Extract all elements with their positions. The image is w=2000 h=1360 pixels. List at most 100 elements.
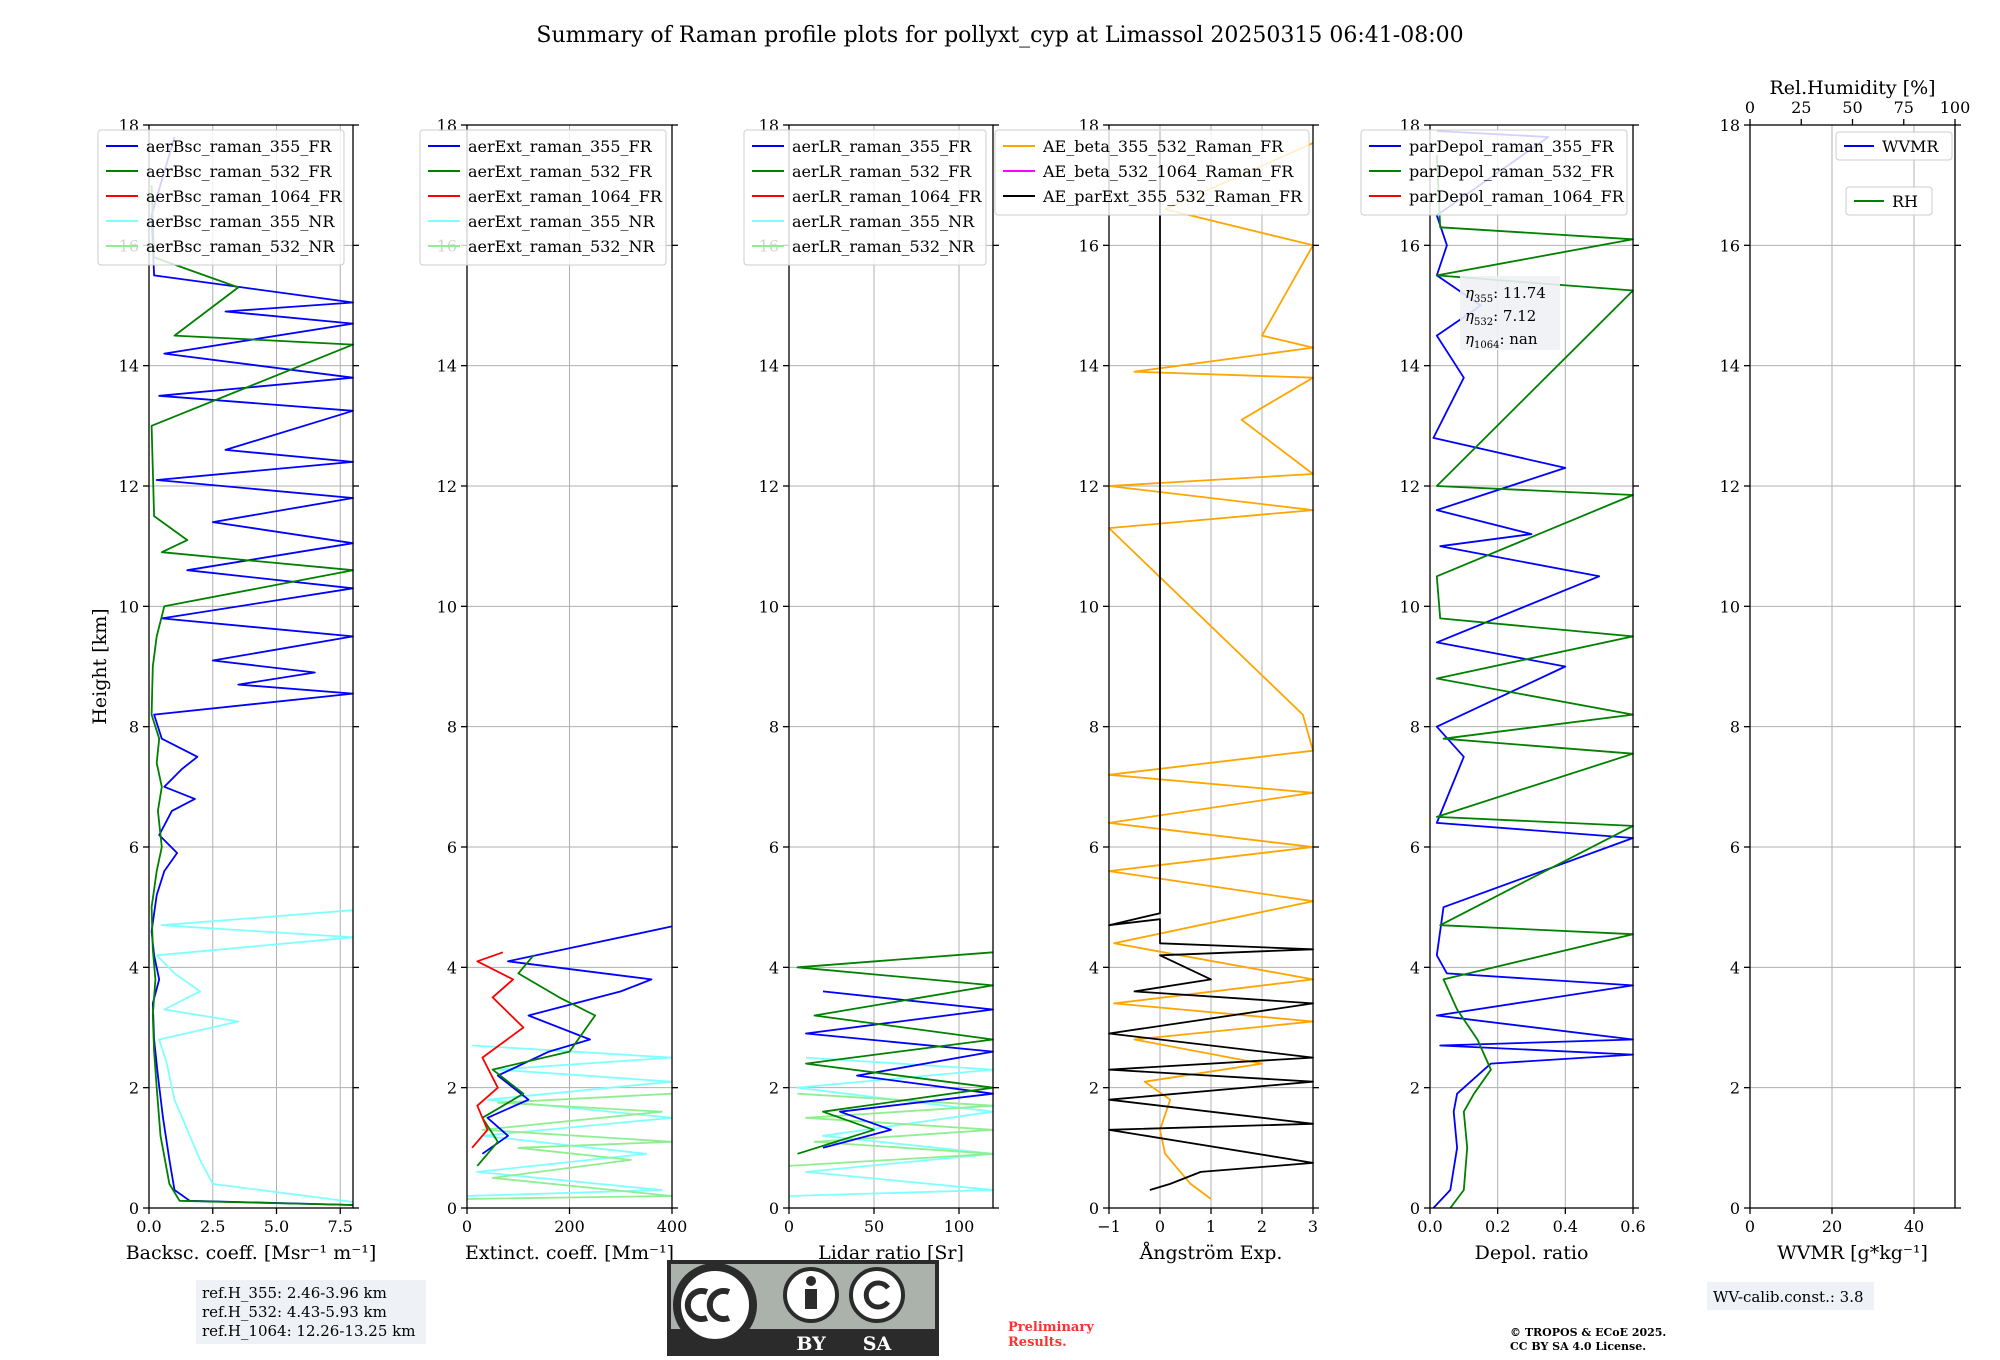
eta-line-l1064: η1064: nan — [1465, 330, 1538, 351]
ref-heights-background — [196, 1280, 426, 1344]
eta-symbol: η — [1465, 284, 1474, 302]
y-tick-label: 14 — [1079, 357, 1099, 376]
y-tick-label: 4 — [129, 958, 139, 977]
y-axis-label: Height [km] — [89, 608, 111, 724]
legend-label: WVMR — [1882, 137, 1939, 156]
x-tick-label: 0.0 — [136, 1217, 161, 1236]
legend-label: aerBsc_raman_1064_FR — [146, 187, 343, 206]
eta-value: : 11.74 — [1493, 284, 1546, 302]
x-axis-label: Extinct. coeff. [Mm⁻¹] — [465, 1242, 674, 1264]
x-tick-label: 100 — [944, 1217, 975, 1236]
legend-label: aerLR_raman_532_NR — [792, 237, 975, 256]
x-tick-label: −1 — [1097, 1217, 1121, 1236]
ref-height-532: ref.H_532: 4.43-5.93 km — [202, 1303, 387, 1321]
axes-frame — [1749, 124, 1956, 1209]
legend-label: aerExt_raman_355_FR — [468, 137, 653, 156]
wv-calib-background — [1707, 1282, 1874, 1310]
top-x-tick-label: 50 — [1842, 98, 1862, 117]
top-x-axis-label: Rel.Humidity [%] — [1769, 77, 1935, 99]
legend-label: aerLR_raman_355_NR — [792, 212, 975, 231]
y-tick-label: 6 — [1730, 838, 1740, 857]
x-tick-label: 2 — [1257, 1217, 1267, 1236]
x-tick-label: 5.0 — [264, 1217, 289, 1236]
series-aerLR_raman_532_FR — [796, 951, 994, 1155]
legend-label: parDepol_raman_355_FR — [1409, 137, 1615, 156]
legend-label: parDepol_raman_532_FR — [1409, 162, 1615, 181]
series-aerBsc_raman_355_FR — [150, 136, 354, 1206]
y-tick-label: 12 — [759, 477, 779, 496]
legend: WVMR RH — [1835, 131, 1953, 216]
y-tick-label: 16 — [1720, 236, 1740, 255]
series-aerExt_raman_532_FR — [476, 954, 596, 1167]
y-tick-label: 2 — [447, 1079, 457, 1098]
x-axis-label: Lidar ratio [Sr] — [818, 1242, 964, 1264]
y-tick-label: 0 — [447, 1199, 457, 1218]
legend-label: aerBsc_raman_355_NR — [146, 212, 335, 231]
y-tick-label: 2 — [769, 1079, 779, 1098]
y-tick-label: 4 — [447, 958, 457, 977]
y-tick-label: 6 — [1089, 838, 1099, 857]
eta-annotation-box — [1460, 276, 1560, 350]
ref-heights-box: ref.H_355: 2.46-3.96 km ref.H_532: 4.43-… — [196, 1280, 426, 1344]
y-tick-label: 4 — [1089, 958, 1099, 977]
series-aerBsc_raman_355_NR — [155, 909, 354, 1203]
legend-label: RH — [1892, 192, 1918, 211]
y-tick-label: 2 — [1089, 1079, 1099, 1098]
x-tick-label: 20 — [1822, 1217, 1842, 1236]
y-tick-label: 10 — [1400, 597, 1420, 616]
ref-height-1064: ref.H_1064: 12.26-13.25 km — [202, 1322, 415, 1340]
eta-subscript: 355 — [1474, 294, 1493, 305]
y-tick-label: 4 — [1730, 958, 1740, 977]
copyright-line-1: © TROPOS & ECoE 2025. — [1510, 1326, 1666, 1339]
top-x-tick-label: 0 — [1745, 98, 1755, 117]
y-tick-label: 6 — [1410, 838, 1420, 857]
y-tick-label: 12 — [1079, 477, 1099, 496]
legend-box — [743, 129, 987, 266]
y-tick-label: 6 — [769, 838, 779, 857]
eta-value: : nan — [1499, 330, 1537, 348]
series-aerLR_raman_355_FR — [805, 990, 994, 1149]
sa-arrow-icon — [863, 1280, 891, 1310]
y-tick-label: 0 — [769, 1199, 779, 1218]
x-tick-label: 0.0 — [1417, 1217, 1442, 1236]
y-tick-label: 6 — [447, 838, 457, 857]
y-tick-label: 4 — [769, 958, 779, 977]
y-tick-label: 12 — [1400, 477, 1420, 496]
x-tick-label: 50 — [864, 1217, 884, 1236]
y-tick-label: 10 — [119, 597, 139, 616]
cc-badge-sa-label: SA — [863, 1333, 892, 1355]
y-tick-label: 2 — [129, 1079, 139, 1098]
y-tick-label: 8 — [1089, 718, 1099, 737]
x-axis-label: Backsc. coeff. [Msr⁻¹ m⁻¹] — [126, 1242, 377, 1264]
x-tick-label: 200 — [554, 1217, 585, 1236]
y-tick-label: 18 — [1720, 116, 1740, 135]
x-tick-label: 0.4 — [1553, 1217, 1578, 1236]
legend-box — [1835, 131, 1953, 161]
legend-box — [994, 129, 1310, 216]
panel-lr: 024681012141618050100Lidar ratio [Sr]aer… — [743, 116, 999, 1264]
by-person-head — [806, 1276, 816, 1286]
legend-label: aerBsc_raman_532_FR — [146, 162, 332, 181]
x-tick-label: 400 — [657, 1217, 688, 1236]
cc-letters-icon — [684, 1288, 731, 1322]
legend-label: aerExt_raman_532_NR — [468, 237, 656, 256]
legend-label: aerLR_raman_532_FR — [792, 162, 972, 181]
eta-subscript: 532 — [1474, 317, 1493, 328]
legend: aerExt_raman_355_FR aerExt_raman_532_FRae… — [419, 129, 667, 266]
x-axis-label: WVMR [g*kg⁻¹] — [1777, 1242, 1928, 1264]
y-tick-label: 6 — [129, 838, 139, 857]
cc-icon — [673, 1263, 757, 1347]
legend-label: aerBsc_raman_532_NR — [146, 237, 335, 256]
y-tick-label: 8 — [1730, 718, 1740, 737]
x-axis-label: Ångström Exp. — [1139, 1242, 1283, 1264]
y-tick-label: 8 — [769, 718, 779, 737]
legend-label: aerExt_raman_355_NR — [468, 212, 656, 231]
y-tick-label: 8 — [447, 718, 457, 737]
sa-share-alike-icon — [849, 1267, 905, 1323]
legend-label: aerExt_raman_532_FR — [468, 162, 653, 181]
top-x-tick-label: 25 — [1791, 98, 1811, 117]
x-axis-label: Depol. ratio — [1475, 1242, 1589, 1264]
